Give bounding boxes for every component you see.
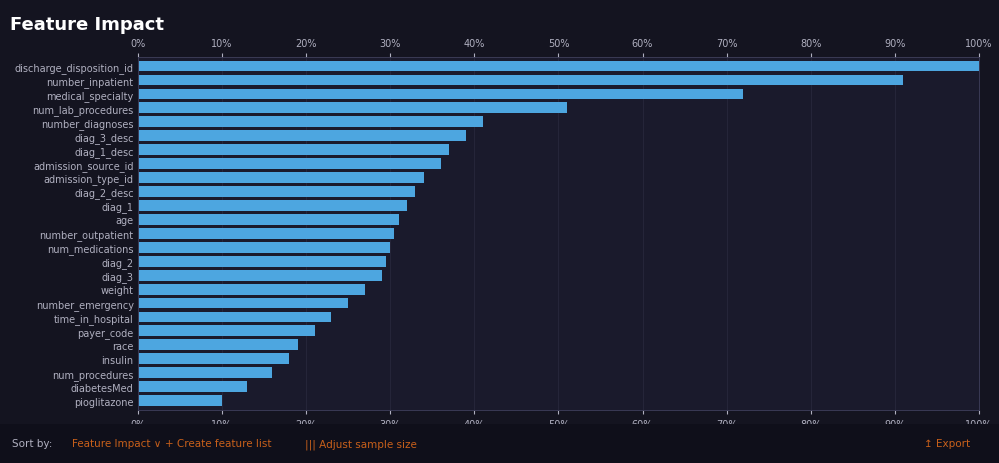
Bar bbox=[138, 326, 315, 337]
Bar bbox=[138, 187, 416, 198]
Text: Sort by:: Sort by: bbox=[12, 438, 52, 448]
Bar bbox=[138, 159, 441, 170]
Bar bbox=[138, 103, 566, 114]
Bar bbox=[138, 228, 395, 239]
Text: Feature Impact ∨: Feature Impact ∨ bbox=[72, 438, 161, 448]
Bar bbox=[138, 382, 247, 392]
Bar bbox=[138, 298, 348, 309]
Text: + Create feature list: + Create feature list bbox=[165, 438, 272, 448]
Bar bbox=[138, 368, 273, 378]
Bar bbox=[138, 256, 386, 267]
X-axis label: Effect: Effect bbox=[541, 434, 575, 447]
Bar bbox=[138, 62, 979, 72]
Bar bbox=[138, 354, 290, 364]
Text: Feature Impact: Feature Impact bbox=[10, 16, 164, 34]
Bar bbox=[138, 117, 483, 128]
Bar bbox=[138, 131, 466, 142]
Bar bbox=[138, 145, 450, 156]
Bar bbox=[138, 173, 424, 184]
Bar bbox=[138, 270, 382, 281]
Text: ↥ Export: ↥ Export bbox=[924, 438, 970, 448]
Bar bbox=[138, 242, 391, 253]
Bar bbox=[138, 340, 298, 350]
Bar bbox=[138, 395, 222, 406]
Bar bbox=[138, 200, 407, 212]
Bar bbox=[138, 284, 365, 295]
Bar bbox=[138, 75, 903, 86]
Bar bbox=[138, 214, 399, 225]
Bar bbox=[138, 312, 332, 323]
Bar bbox=[138, 89, 743, 100]
Text: ||| Adjust sample size: ||| Adjust sample size bbox=[305, 438, 417, 449]
